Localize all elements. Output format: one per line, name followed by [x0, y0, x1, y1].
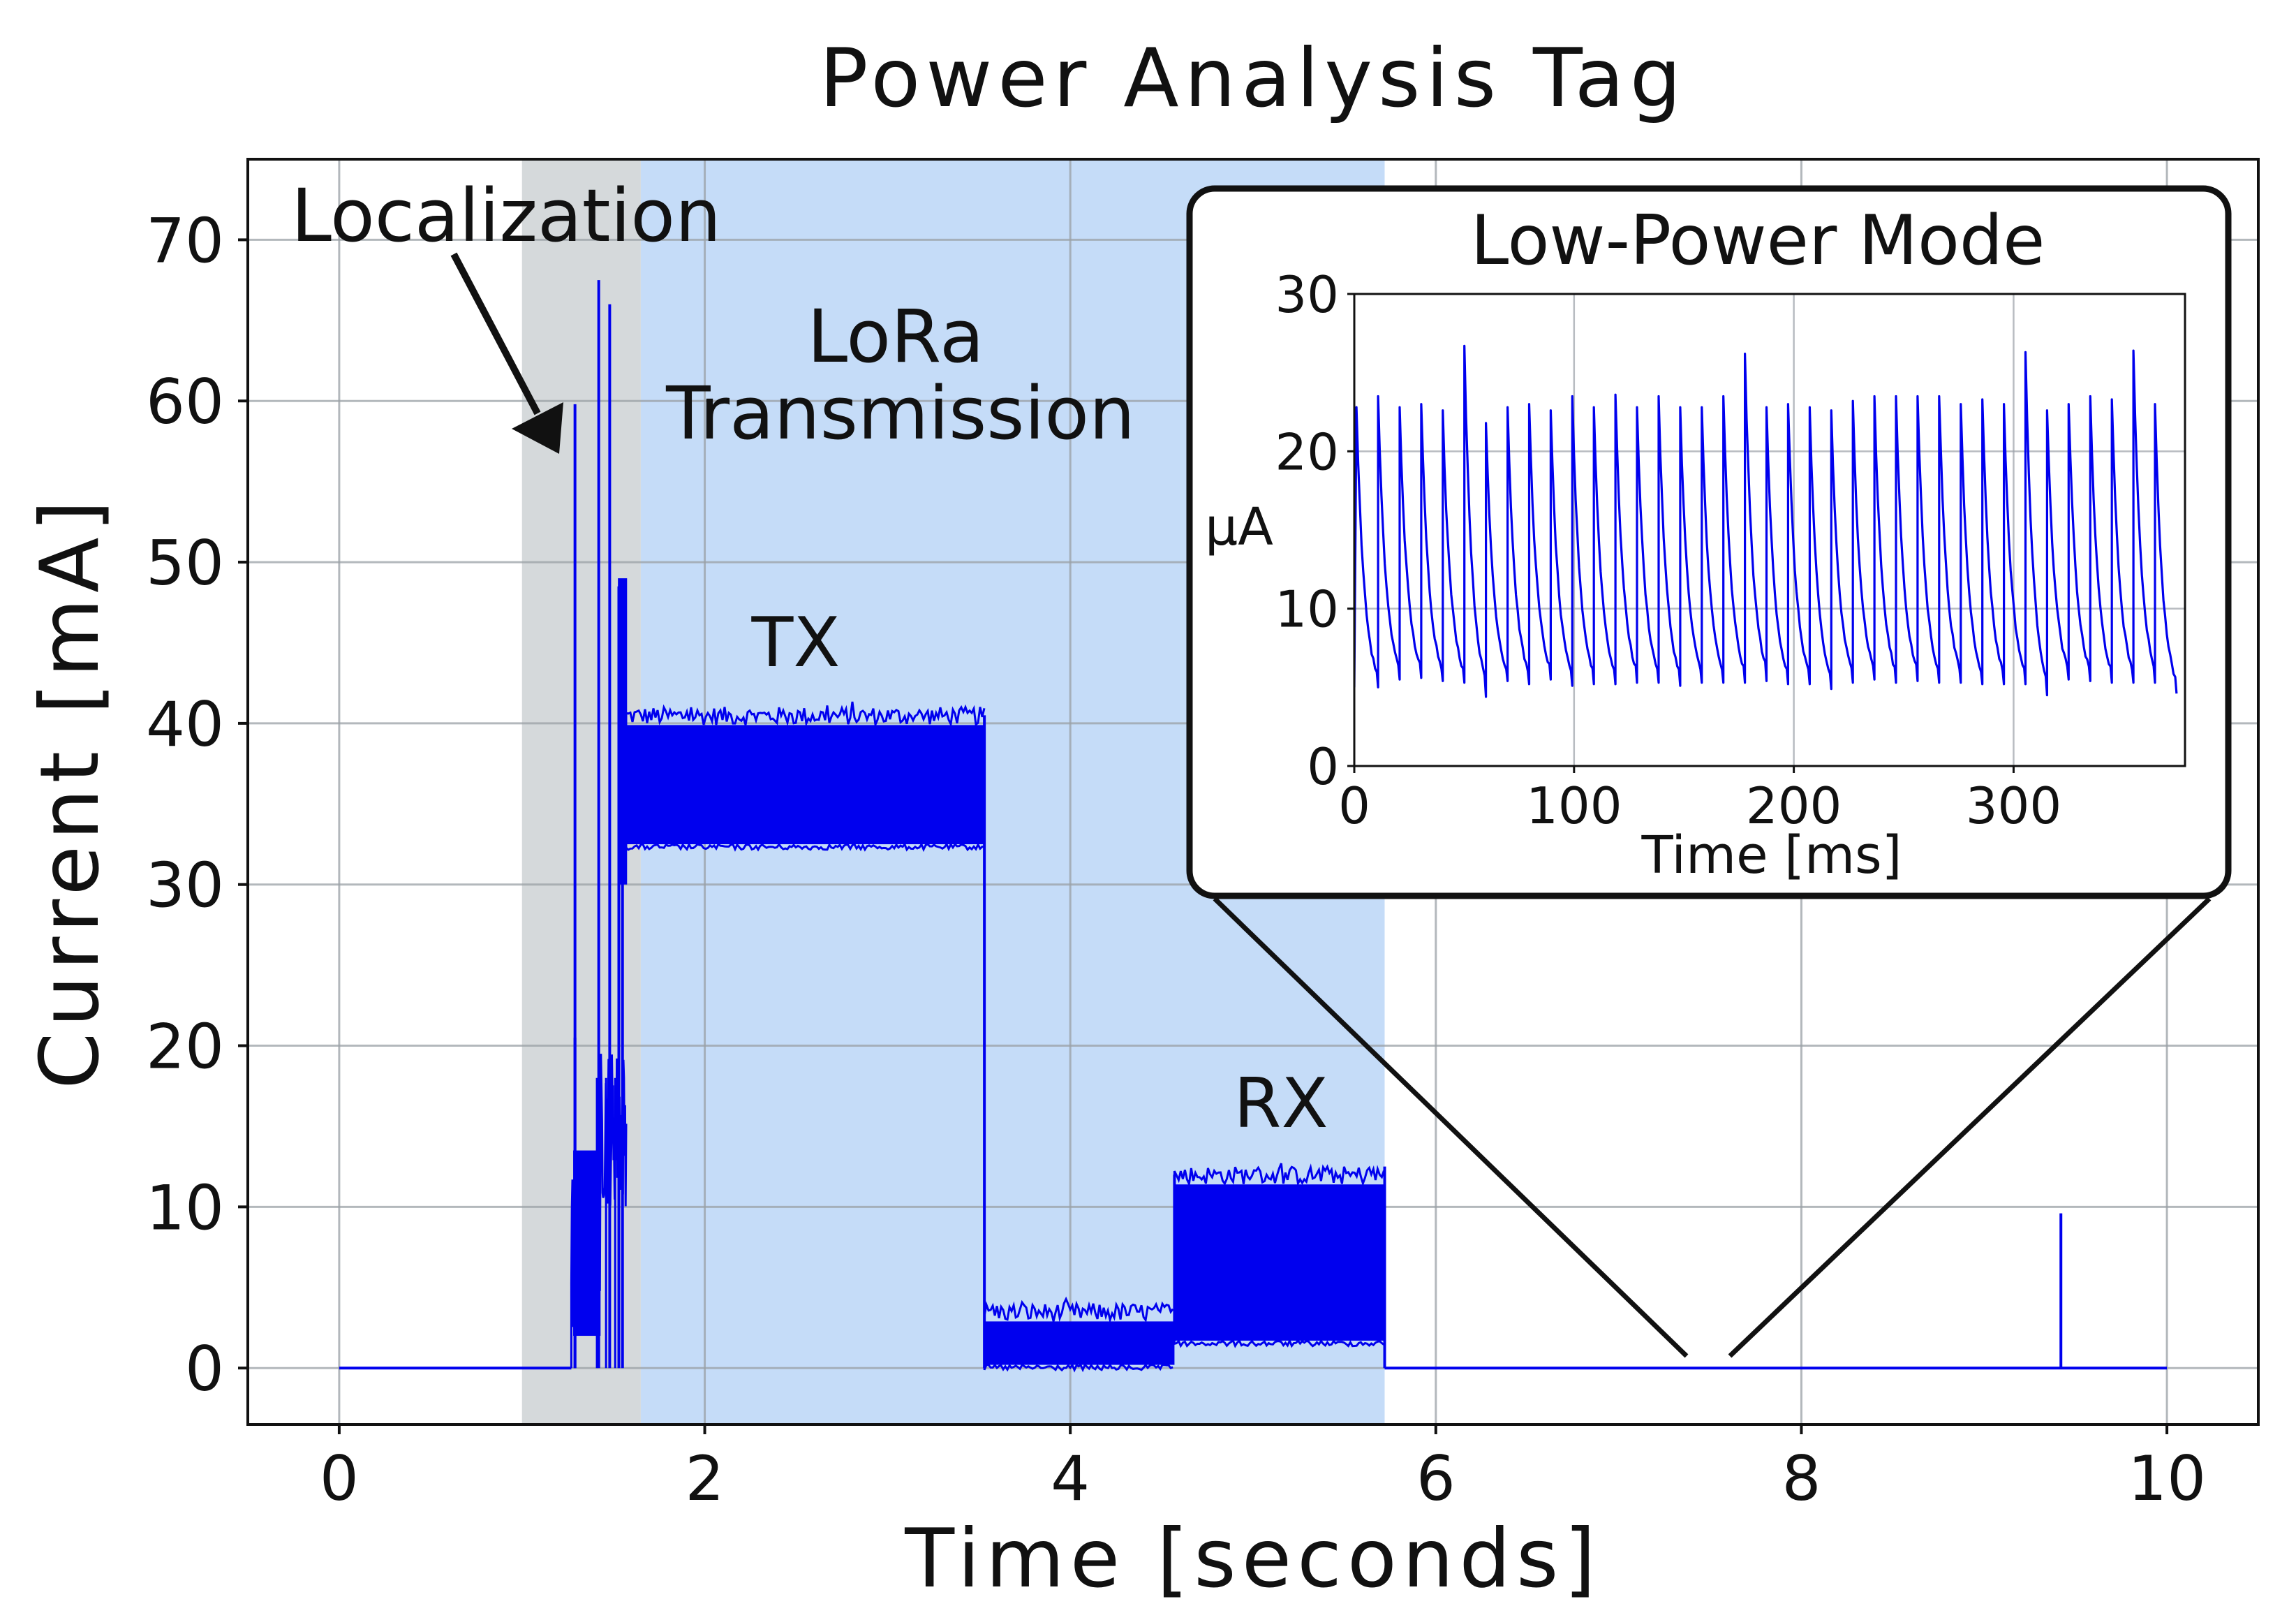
y-tick-label: 70 — [146, 205, 224, 277]
y-axis-label: Current [mA] — [23, 494, 117, 1089]
y-tick-label: 20 — [146, 1011, 224, 1083]
x-tick-label: 0 — [320, 1443, 359, 1515]
chart-title: Power Analysis Tag — [820, 31, 1687, 126]
current-trace — [339, 280, 2168, 1373]
rx-band — [1174, 1184, 1385, 1341]
localization-arrow — [450, 252, 563, 454]
localization-label: Localization — [291, 173, 721, 258]
x-tick-label: 2 — [686, 1443, 725, 1515]
rx-noise-bottom — [1173, 1338, 1385, 1348]
gap-noise-bottom — [983, 1362, 1173, 1373]
inset-x-tick-label: 0 — [1338, 776, 1370, 835]
y-tick-label: 40 — [146, 688, 224, 760]
lora-label-line1: LoRa — [807, 294, 984, 379]
lora-label-line2: Transmission — [665, 371, 1135, 456]
rx-label: RX — [1234, 1064, 1328, 1144]
inset-x-tick-label: 100 — [1526, 776, 1622, 835]
tx-band — [625, 725, 985, 845]
y-tick-label: 30 — [146, 850, 224, 922]
inset-y-tick-label: 0 — [1307, 737, 1339, 796]
inset-y-tick-label: 10 — [1275, 580, 1339, 639]
tx-label: TX — [751, 603, 840, 683]
y-tick-label: 0 — [185, 1333, 224, 1405]
gap-band — [984, 1321, 1175, 1365]
inset-panel — [1186, 185, 2232, 899]
tx-noise-bottom — [625, 842, 985, 853]
x-tick-label: 10 — [2128, 1443, 2206, 1515]
y-tick-label: 10 — [146, 1172, 224, 1244]
tx-noise-top — [625, 701, 986, 729]
inset-y-tick-label: 30 — [1275, 265, 1339, 324]
low-power-inset: Low-Power Mode 0 100 200 300 0 10 20 30 Time [… — [1186, 185, 2232, 899]
zoom-callout-lines — [1213, 897, 2212, 1358]
gap-noise-top — [983, 1296, 1174, 1324]
x-tick-label: 6 — [1416, 1443, 1456, 1515]
x-axis-label: Time [seconds] — [904, 1512, 1601, 1606]
inset-x-axis-label: Time [ms] — [1641, 825, 1902, 885]
main-plot-frame — [246, 158, 2260, 1426]
low-power-trace — [1354, 344, 2178, 698]
inset-y-tick-label: 20 — [1275, 422, 1339, 481]
inset-plot-frame — [1353, 293, 2186, 767]
inset-x-tick-label: 300 — [1966, 776, 2061, 835]
main-y-axis: 0 10 20 30 40 50 60 70 — [146, 205, 248, 1405]
x-tick-label: 4 — [1051, 1443, 1090, 1515]
inset-y-axis: 0 10 20 30 — [1275, 265, 1354, 796]
inset-x-tick-label: 200 — [1746, 776, 1842, 835]
main-x-axis: 0 2 4 6 8 10 — [320, 1424, 2206, 1515]
inset-x-axis: 0 100 200 300 — [1338, 766, 2061, 835]
inset-y-axis-label: µA — [1205, 497, 1273, 557]
low-power-pulse-trace — [1354, 344, 2178, 698]
y-tick-label: 60 — [146, 366, 224, 438]
rx-noise-top — [1173, 1163, 1385, 1188]
inset-title: Low-Power Mode — [1471, 201, 2045, 281]
x-tick-label: 8 — [1782, 1443, 1821, 1515]
y-tick-label: 50 — [146, 527, 224, 599]
